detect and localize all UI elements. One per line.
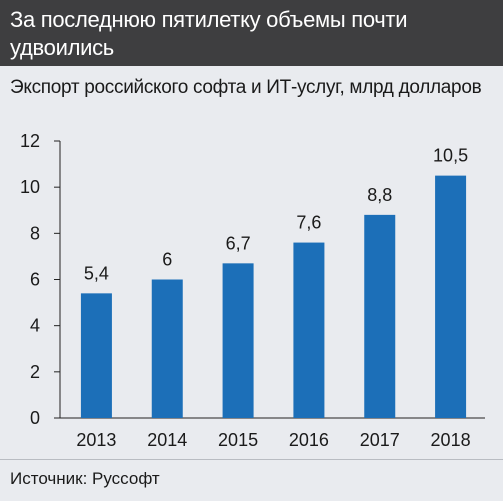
y-tick-label: 10 [20, 177, 40, 197]
x-tick-label: 2014 [147, 430, 187, 450]
source-note: Источник: Руссофт [10, 469, 160, 488]
y-tick-label: 4 [30, 316, 40, 336]
chart-bars [80, 175, 467, 418]
footer-divider [0, 459, 503, 501]
y-tick-label: 8 [30, 223, 40, 243]
header-banner: За последнюю пятилетку объемы почти удво… [0, 0, 503, 66]
value-label: 5,4 [84, 263, 109, 283]
y-tick-label: 0 [30, 408, 40, 428]
y-tick-label: 12 [20, 131, 40, 151]
x-tick-label: 2016 [289, 430, 329, 450]
bar-2017 [364, 214, 396, 418]
bar-2015 [222, 263, 254, 418]
value-label: 10,5 [433, 146, 468, 166]
x-tick-label: 2013 [76, 430, 116, 450]
bar-2016 [293, 242, 325, 418]
y-tick-label: 2 [30, 362, 40, 382]
value-label: 8,8 [367, 185, 392, 205]
x-tick-label: 2015 [218, 430, 258, 450]
x-tick-label: 2018 [431, 430, 471, 450]
y-tick-label: 6 [30, 270, 40, 290]
value-label: 6,7 [226, 233, 251, 253]
chart-title: Экспорт российского софта и ИТ-услуг, мл… [10, 77, 482, 98]
chart-value-labels: 5,4 6 6,7 7,6 8,8 10,5 [84, 146, 468, 284]
value-label: 6 [162, 250, 172, 270]
bar-2013 [80, 293, 112, 418]
value-label: 7,6 [296, 213, 321, 233]
bar-2014 [151, 279, 183, 418]
x-tick-label: 2017 [360, 430, 400, 450]
chart-headline: За последнюю пятилетку объемы почти удво… [10, 7, 408, 60]
chart-axes: 0 2 4 6 8 10 12 2013 2014 2015 2016 2017 2018 [20, 131, 485, 450]
bar-2018 [435, 175, 467, 418]
